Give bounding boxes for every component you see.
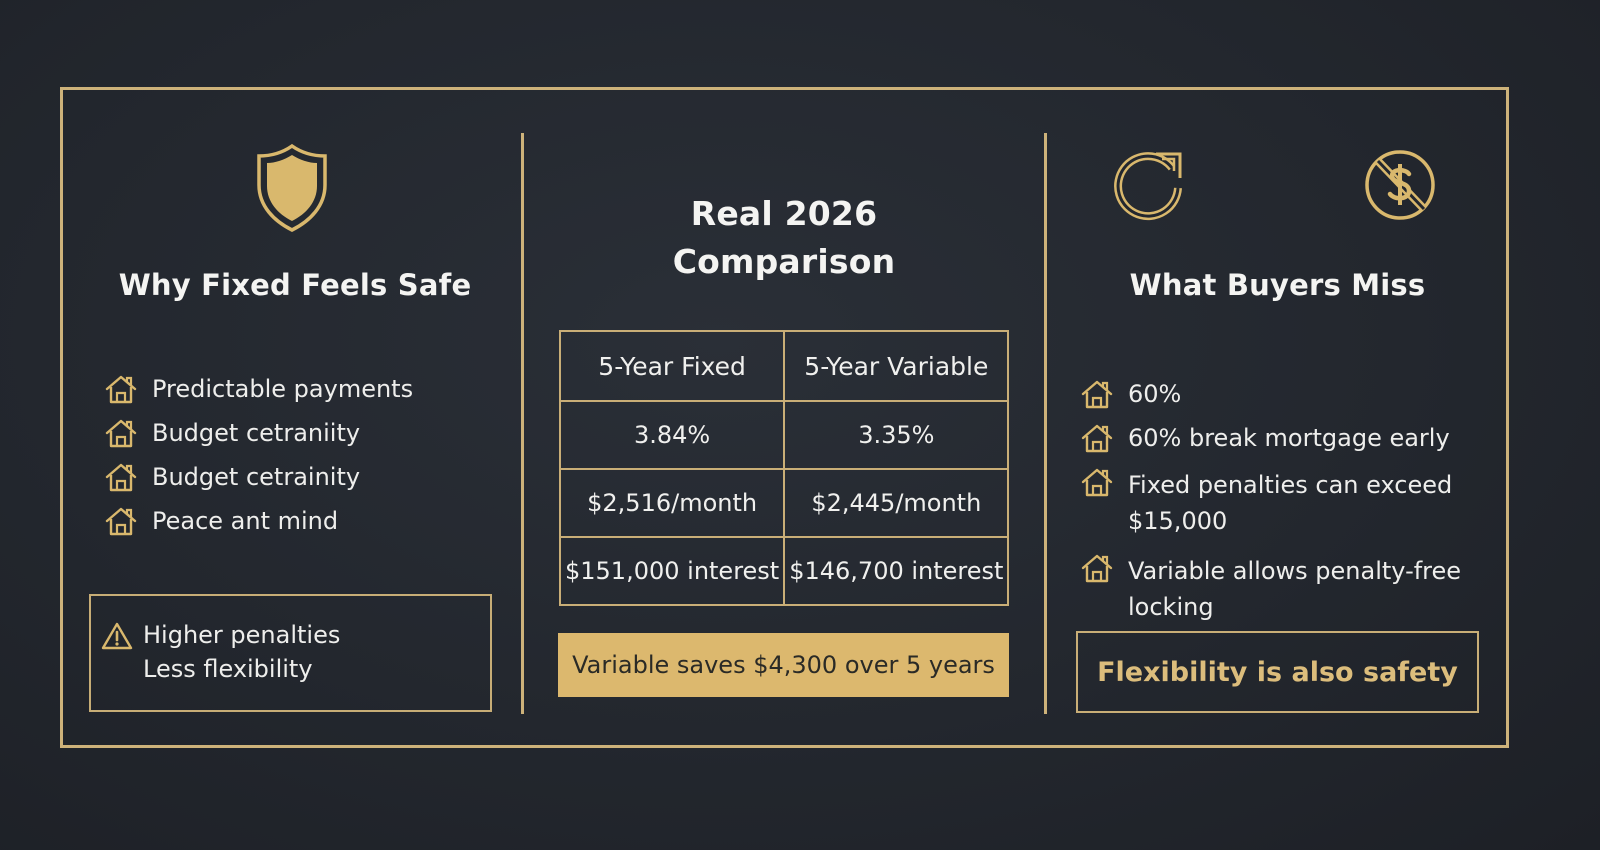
warning-icon [101, 622, 133, 650]
column-divider-right [1044, 133, 1047, 714]
left-panel-title: Why Fixed Feels Safe [118, 268, 472, 302]
title-line-2: Comparison [672, 242, 896, 281]
home-icon [104, 462, 138, 492]
list-item: 60% [1080, 379, 1461, 409]
list-item: Peace ant mind [104, 506, 413, 536]
home-icon [104, 506, 138, 536]
payment-variable: $2,445/month [783, 468, 1010, 539]
table-row: $2,516/month $2,445/month [558, 468, 1010, 539]
refresh-icon [1114, 152, 1182, 221]
table-header-row: 5-Year Fixed 5-Year Variable [558, 329, 1010, 403]
flexibility-callout: Flexibility is also safety [1076, 631, 1479, 713]
home-icon [1080, 423, 1114, 453]
header-variable: 5-Year Variable [783, 329, 1010, 403]
home-icon [1080, 467, 1114, 497]
no-dollar-icon [1365, 150, 1435, 220]
interest-fixed: $151,000 interest [558, 536, 786, 606]
header-fixed: 5-Year Fixed [558, 329, 786, 403]
home-icon [1080, 379, 1114, 409]
buyer-insights-list: 60% 60% break mortgage early Fixed penal… [1080, 379, 1461, 639]
home-icon [104, 374, 138, 404]
rate-variable: 3.35% [783, 400, 1010, 471]
comparison-table: 5-Year Fixed 5-Year Variable 3.84% 3.35%… [558, 329, 1010, 606]
list-item: Predictable payments [104, 374, 413, 404]
warning-text: Higher penalties Less flexibility [143, 621, 341, 683]
title-line-1: Real 2026 [690, 194, 878, 233]
column-divider-left [521, 133, 524, 714]
list-item: Fixed penalties can exceed $15,000 [1080, 467, 1461, 539]
savings-highlight: Variable saves $4,300 over 5 years [558, 633, 1009, 697]
home-icon [1080, 553, 1114, 583]
center-panel-title: Real 2026 Comparison [559, 190, 1009, 286]
list-item: 60% break mortgage early [1080, 423, 1461, 453]
outer-frame [60, 87, 1509, 748]
right-panel-title: What Buyers Miss [1129, 268, 1426, 302]
home-icon [104, 418, 138, 448]
interest-variable: $146,700 interest [783, 536, 1010, 606]
list-item: Variable allows penalty-free locking [1080, 553, 1461, 625]
list-item: Budget cetrainity [104, 462, 413, 492]
warning-box [89, 594, 492, 712]
fixed-benefits-list: Predictable payments Budget cetraniity B… [104, 374, 413, 550]
table-row: 3.84% 3.35% [558, 400, 1010, 471]
payment-fixed: $2,516/month [558, 468, 786, 539]
rate-fixed: 3.84% [558, 400, 786, 471]
list-item: Budget cetraniity [104, 418, 413, 448]
table-row: $151,000 interest $146,700 interest [558, 536, 1010, 606]
shield-icon [257, 143, 327, 232]
